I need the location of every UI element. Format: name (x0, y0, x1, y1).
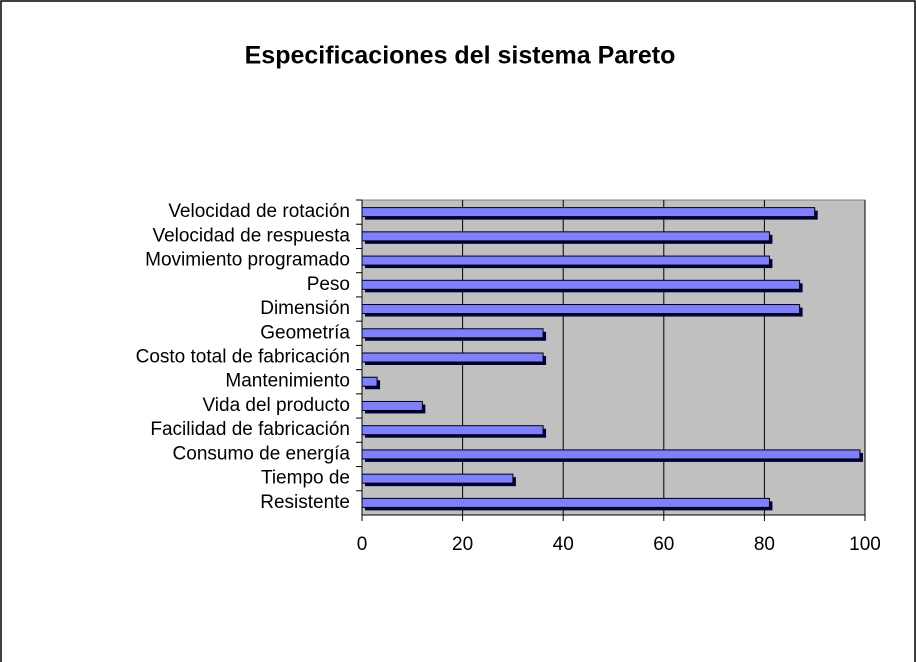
y-tick-label: Costo total de fabricación (136, 347, 350, 368)
bar (361, 231, 770, 242)
x-tick-label: 20 (452, 534, 473, 555)
bar (361, 449, 861, 460)
y-tick-label: Consumo de energía (173, 443, 351, 464)
y-tick-label: Velocidad de respuesta (152, 225, 350, 246)
bar (361, 376, 378, 387)
y-tick-label: Geometría (260, 322, 350, 343)
y-tick-label: Velocidad de rotación (168, 201, 350, 222)
y-tick-label: Peso (307, 274, 350, 295)
bar (361, 304, 801, 315)
y-tick-label: Resistente (260, 492, 350, 513)
bar (361, 328, 544, 339)
chart-title: Especificaciones del sistema Pareto (245, 42, 676, 70)
x-tick-label: 40 (553, 534, 574, 555)
y-tick-label: Tiempo de (261, 468, 350, 489)
bar (361, 425, 544, 436)
bar (361, 279, 801, 290)
y-tick-label: Movimiento programado (145, 250, 350, 271)
bar (361, 255, 770, 266)
y-tick-label: Mantenimiento (225, 371, 350, 392)
x-tick-label: 0 (357, 534, 368, 555)
x-tick-label: 100 (849, 534, 881, 555)
bar (361, 473, 514, 484)
x-tick-label: 80 (754, 534, 775, 555)
y-tick-label: Vida del producto (202, 395, 350, 416)
bar (361, 207, 816, 218)
bar (361, 352, 544, 363)
bar (361, 497, 770, 508)
x-tick-label: 60 (653, 534, 674, 555)
bar (361, 400, 423, 411)
y-tick-label: Dimensión (260, 298, 350, 319)
y-tick-label: Facilidad de fabricación (150, 419, 350, 440)
